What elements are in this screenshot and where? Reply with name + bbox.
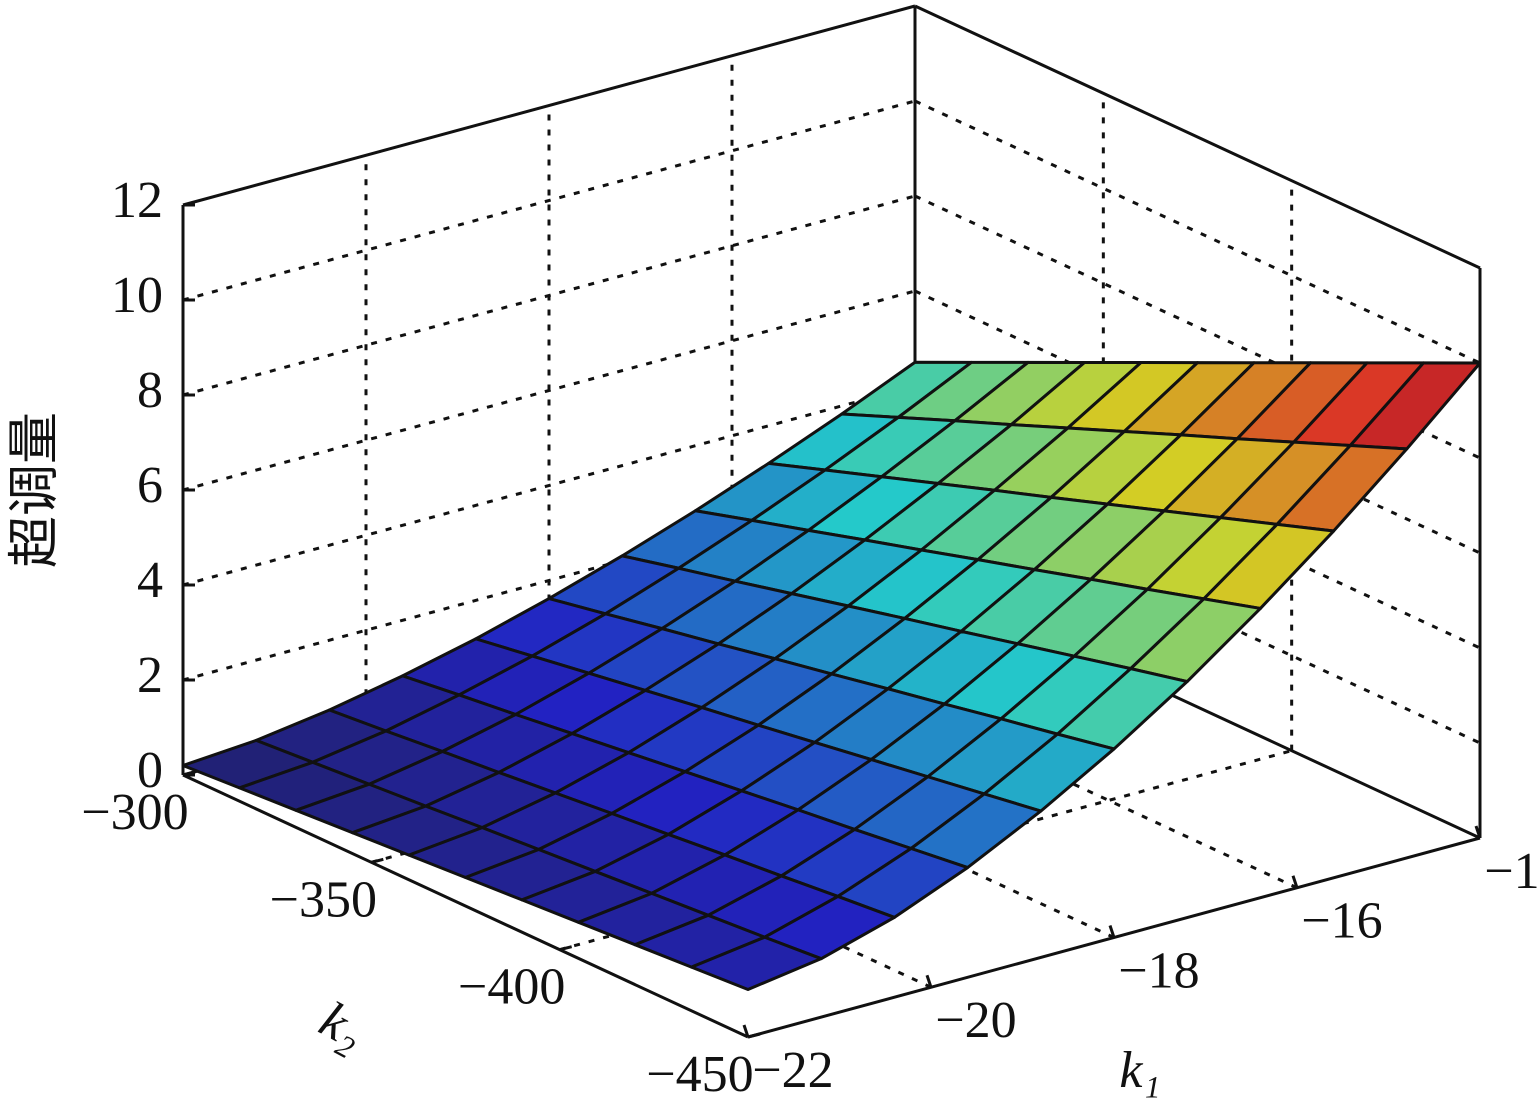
y-tick — [370, 857, 384, 864]
surface-cell — [690, 935, 823, 991]
z-tick-label: 10 — [111, 267, 163, 324]
grid-line — [182, 384, 916, 587]
box-edge — [914, 4, 1481, 270]
y-tick — [559, 945, 573, 952]
z-tick-label: 8 — [137, 362, 163, 419]
z-tick-label: 4 — [137, 552, 163, 609]
x-tick-label: −14 — [1484, 843, 1538, 900]
x-tick — [742, 1024, 750, 1038]
x-tick — [1474, 825, 1482, 839]
z-tick-label: 6 — [137, 457, 163, 514]
z-tick-label: 2 — [137, 647, 163, 704]
grid-line — [914, 99, 1481, 365]
grid-line — [182, 99, 916, 302]
x-tick — [1108, 925, 1116, 938]
y-tick-label: −350 — [270, 871, 377, 928]
z-tick-label: 12 — [111, 172, 163, 229]
x-tick-label: −18 — [1118, 942, 1199, 999]
x-tick — [1291, 875, 1299, 889]
y-tick-label: −300 — [81, 784, 188, 841]
box-edge — [182, 773, 749, 1039]
x-tick-label: −20 — [935, 992, 1016, 1049]
z-axis-label: 超调量 — [7, 412, 64, 568]
x-tick-label: −22 — [752, 1042, 833, 1099]
y-tick-label: −450 — [646, 1046, 753, 1103]
box-edge — [182, 4, 916, 207]
x-tick-label: −16 — [1301, 893, 1382, 950]
y-tick — [182, 770, 196, 777]
y-tick-label: −400 — [458, 959, 565, 1016]
y-tick — [747, 1032, 761, 1039]
z-tick-label: 0 — [137, 742, 163, 799]
x-axis-label: k₁ — [1119, 1042, 1160, 1099]
y-axis-label: k₂ — [311, 991, 374, 1061]
x-tick — [925, 974, 933, 988]
